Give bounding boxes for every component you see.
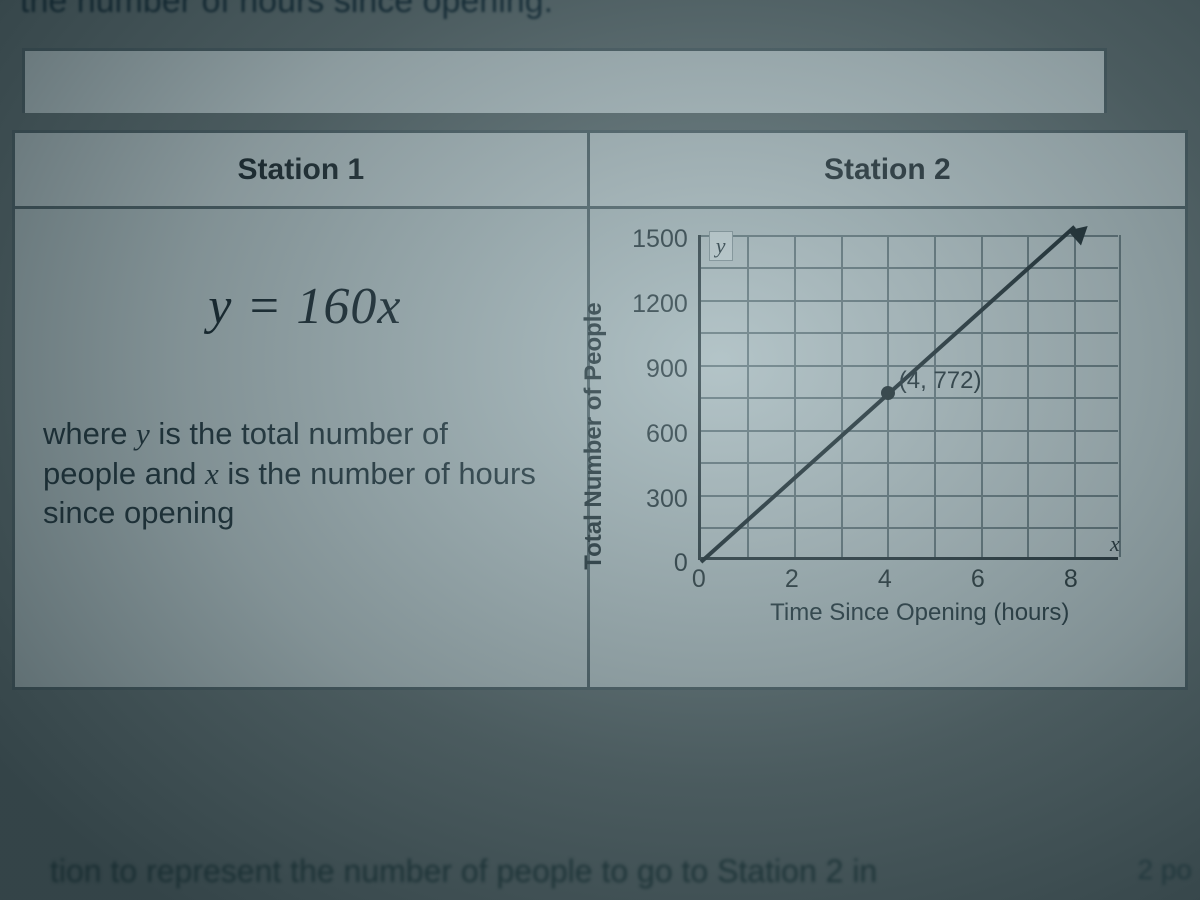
y-tick: 1200 — [608, 290, 688, 319]
y-var-label: y — [709, 231, 733, 261]
y-tick: 600 — [608, 420, 688, 449]
station2-chart: Total Number of People 1500 1200 900 600… — [600, 221, 1140, 651]
station2-header: Station 2 — [588, 132, 1186, 208]
x-tick: 4 — [870, 565, 900, 594]
station1-equation: y = 160x — [43, 277, 567, 336]
partial-header-text: the number of hours since opening. — [20, 0, 1200, 21]
y-axis-label: Total Number of People — [580, 302, 608, 570]
x-tick: 2 — [777, 565, 807, 594]
upper-panel-border — [22, 48, 1107, 113]
station1-body: y = 160x where y is the total number of … — [14, 208, 589, 689]
y-tick: 300 — [608, 485, 688, 514]
line-arrowhead — [1067, 219, 1094, 246]
partial-bottom-tail: 2 po — [1138, 854, 1193, 886]
station1-description: where y is the total number of people an… — [43, 414, 567, 533]
station2-body: Total Number of People 1500 1200 900 600… — [588, 208, 1186, 689]
x-tick: 6 — [963, 565, 993, 594]
y-tick: 1500 — [608, 225, 688, 254]
chart-point — [881, 386, 895, 400]
partial-bottom-text: tion to represent the number of people t… — [50, 853, 1200, 890]
plot-area: (4, 772) y x — [698, 235, 1118, 560]
x-var-label: x — [1110, 531, 1120, 557]
comparison-table: Station 1 Station 2 y = 160x where y is … — [12, 130, 1188, 690]
station1-header: Station 1 — [14, 132, 589, 208]
x-tick: 0 — [684, 565, 714, 594]
chart-point-label: (4, 772) — [899, 367, 982, 395]
x-tick: 8 — [1056, 565, 1086, 594]
y-tick: 900 — [608, 355, 688, 384]
y-tick: 0 — [608, 549, 688, 578]
x-axis-label: Time Since Opening (hours) — [720, 599, 1120, 627]
